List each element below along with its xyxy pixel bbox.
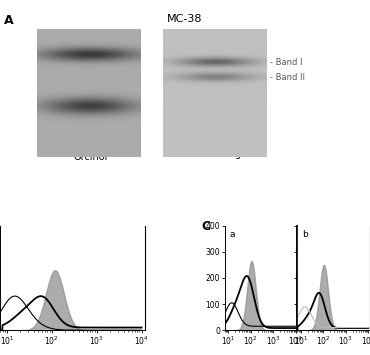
Text: - Band II: - Band II (270, 72, 305, 82)
Text: b: b (302, 230, 307, 239)
Text: Orcinol: Orcinol (74, 152, 108, 162)
Text: - Band I: - Band I (270, 58, 303, 66)
Text: $^{35}$S labeling: $^{35}$S labeling (184, 146, 242, 162)
Text: MC-38: MC-38 (167, 14, 203, 24)
Text: a: a (229, 230, 235, 239)
Text: A: A (4, 14, 13, 27)
Text: C: C (202, 219, 211, 233)
